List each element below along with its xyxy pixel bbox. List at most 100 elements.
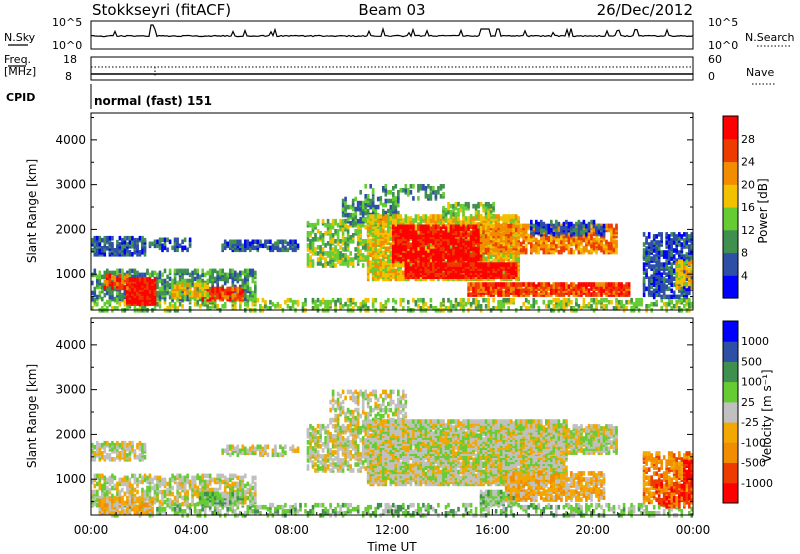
power-echo-cell — [331, 233, 335, 238]
nsky-tick-bottom: 10^0 — [52, 39, 82, 52]
power-echo-cell — [244, 239, 247, 245]
power-echo-cell — [173, 237, 177, 243]
power-echo-cell — [251, 268, 255, 274]
power-echo-cell — [143, 277, 147, 282]
power-echo-cell — [447, 306, 450, 311]
power-echo-cell — [168, 301, 172, 307]
power-echo-cell — [176, 247, 179, 253]
power-echo-cell — [106, 235, 109, 241]
power-echo-cell — [499, 227, 503, 233]
power-echo-cell — [344, 222, 347, 228]
power-echo-cell — [630, 306, 633, 311]
power-echo-cell — [434, 190, 438, 195]
power-echo-cell — [497, 258, 500, 264]
power-echo-cell — [449, 256, 453, 262]
power-echo-cell — [306, 257, 310, 262]
power-echo-cell — [379, 240, 383, 245]
power-echo-cell — [605, 249, 608, 255]
power-echo-cell — [509, 252, 513, 258]
power-echo-cell — [344, 237, 347, 242]
power-echo-cell — [321, 218, 325, 224]
power-echo-cell — [158, 278, 162, 284]
power-echo-cell — [351, 233, 355, 238]
power-echo-cell — [409, 184, 413, 189]
power-echo-cell — [186, 278, 189, 284]
power-echo-cell — [254, 245, 257, 251]
power-echo-cell — [572, 241, 576, 247]
power-echo-cell — [379, 301, 383, 307]
power-echo-cell — [592, 297, 596, 303]
power-echo-cell — [369, 230, 372, 235]
power-echo-cell — [301, 306, 305, 311]
power-echo-cell — [444, 246, 448, 252]
power-echo-cell — [121, 274, 124, 280]
power-echo-cell — [239, 299, 242, 305]
station-title: Stokkseyri (fitACF) — [92, 1, 231, 19]
power-echo-cell — [173, 292, 177, 298]
power-echo-cell — [565, 243, 568, 249]
power-echo-cell — [454, 250, 458, 256]
power-echo-cell — [407, 240, 410, 246]
power-echo-cell — [512, 262, 515, 267]
power-echo-cell — [171, 284, 174, 290]
power-echo-cell — [339, 255, 342, 260]
power-echo-cell — [121, 279, 124, 285]
power-echo-cell — [474, 224, 478, 230]
power-echo-cell — [279, 304, 282, 309]
power-echo-cell — [346, 229, 350, 234]
power-echo-cell — [542, 221, 546, 227]
power-echo-cell — [111, 241, 114, 247]
power-echo-cell — [346, 259, 350, 264]
power-echo-cell — [477, 299, 480, 305]
power-echo-cell — [176, 241, 179, 247]
power-echo-cell — [512, 223, 515, 229]
power-echo-cell — [439, 226, 443, 232]
power-echo-cell — [487, 254, 490, 260]
power-echo-cell — [382, 216, 385, 221]
power-echo-cell — [379, 252, 383, 258]
power-echo-cell — [374, 214, 377, 219]
power-echo-cell — [321, 297, 325, 303]
power-echo-cell — [249, 241, 252, 247]
power-echo-cell — [329, 229, 332, 234]
power-echo-cell — [499, 252, 503, 258]
power-echo-cell — [407, 254, 410, 260]
power-echo-cell — [429, 297, 433, 303]
power-echo-cell — [359, 210, 362, 216]
power-echo-cell — [203, 290, 207, 296]
power-echo-cell — [447, 254, 450, 260]
power-echo-cell — [246, 286, 250, 292]
power-echo-cell — [274, 241, 277, 247]
power-echo-cell — [143, 304, 147, 309]
power-echo-cell — [131, 277, 134, 282]
power-echo-cell — [404, 246, 408, 252]
power-echo-cell — [198, 292, 202, 298]
power-echo-cell — [492, 262, 495, 267]
power-echo-cell — [615, 297, 618, 303]
power-echo-cell — [464, 262, 468, 267]
power-echo-cell — [113, 248, 117, 253]
power-echo-cell — [607, 299, 611, 305]
power-echo-cell — [404, 224, 408, 230]
power-echo-cell — [610, 243, 613, 249]
power-echo-cell — [392, 206, 395, 212]
power-echo-cell — [484, 304, 488, 309]
power-echo-cell — [191, 290, 194, 296]
power-echo-cell — [402, 218, 405, 223]
power-echo-cell — [382, 186, 385, 191]
power-echo-cell — [597, 245, 601, 251]
power-echo-cell — [407, 262, 410, 267]
power-echo-cell — [93, 268, 97, 274]
power-echo-cell — [489, 235, 493, 241]
power-echo-cell — [156, 278, 159, 284]
power-echo-cell — [399, 270, 403, 276]
power-echo-cell — [452, 228, 455, 234]
power-echo-cell — [560, 304, 563, 309]
power-echo-cell — [354, 196, 357, 202]
power-echo-cell — [183, 290, 187, 296]
power-echo-cell — [91, 290, 94, 296]
power-echo-cell — [422, 262, 425, 267]
power-echo-cell — [286, 241, 290, 247]
nsky-label: N.Sky — [4, 31, 36, 44]
